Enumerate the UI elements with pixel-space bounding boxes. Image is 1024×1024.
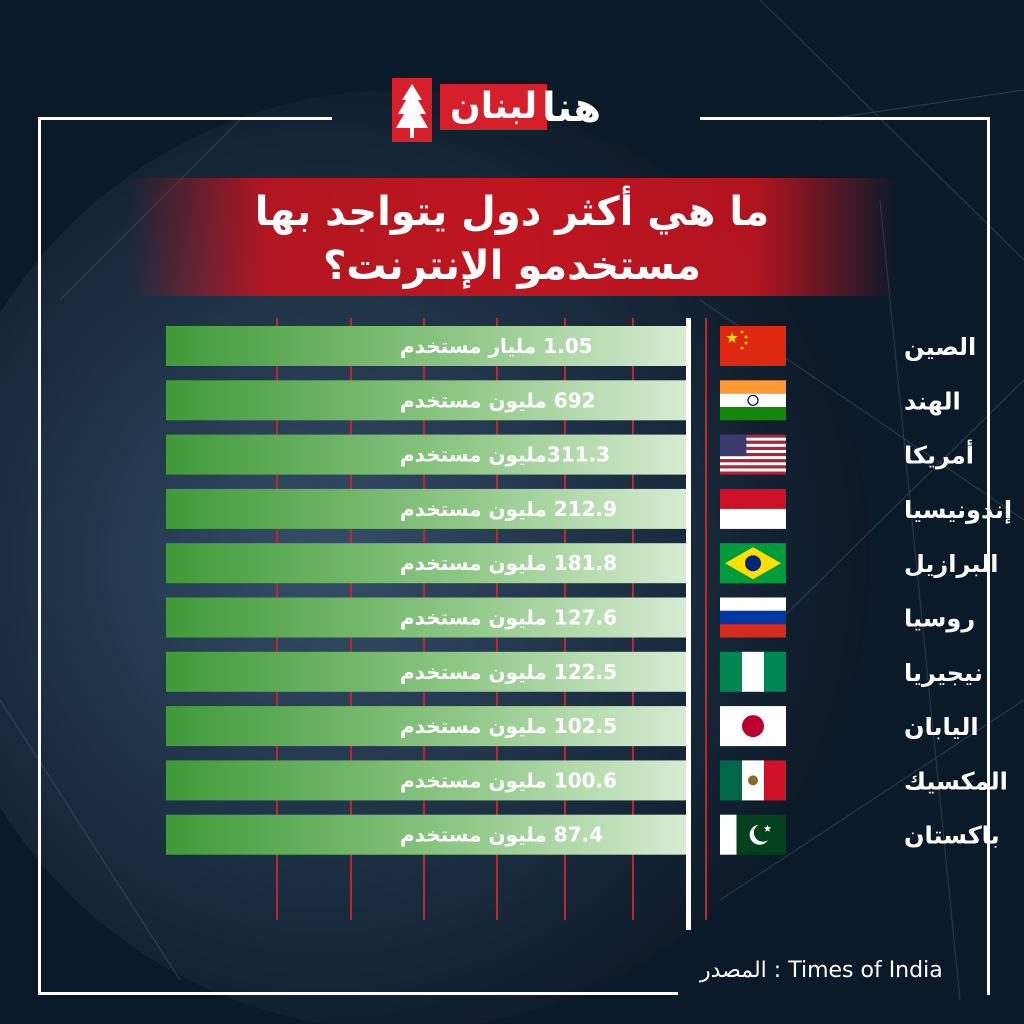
usa-flag-icon (720, 434, 786, 475)
frame-top-left (38, 117, 332, 120)
brand-name-part1: لبنان (440, 84, 548, 130)
country-label-1: الصين (904, 333, 976, 361)
frame-top-right (700, 117, 990, 120)
japan-flag-icon (720, 706, 786, 747)
bar-1 (166, 326, 686, 366)
mexico-flag-icon (720, 760, 786, 801)
bar-value-label-7: 122.5 مليون مستخدم (400, 660, 617, 684)
bar-3 (166, 434, 686, 475)
country-label-4: إندونيسيا (904, 496, 1012, 524)
indonesia-flag-icon (720, 488, 786, 529)
bar-value-label-6: 127.6 مليون مستخدم (400, 606, 617, 630)
country-label-8: اليابان (904, 713, 979, 741)
russia-flag-icon (720, 597, 786, 638)
bar-baseline (686, 318, 691, 930)
bar-8 (166, 706, 686, 747)
bar-value-label-4: 212.9 مليون مستخدم (400, 497, 617, 521)
country-label-7: نيجيريا (904, 659, 983, 687)
frame-bottom (38, 992, 678, 995)
country-label-2: الهند (904, 387, 961, 415)
nigeria-flag-icon (720, 651, 786, 692)
bar-6 (166, 597, 686, 638)
bar-value-label-10: 87.4 مليون مستخدم (400, 823, 603, 847)
source-note: المصدر : Times of India (700, 958, 943, 983)
bar-2 (166, 380, 686, 421)
bar-9 (166, 760, 686, 801)
frame-right (987, 117, 990, 995)
title-line-2: مستخدمو الإنترنت؟ (323, 243, 701, 289)
bar-value-label-9: 100.6 مليون مستخدم (400, 768, 617, 792)
cedar-icon (392, 78, 432, 142)
pakistan-flag-icon (720, 814, 786, 855)
brand-logo: لبنان هنا (392, 78, 642, 142)
bar-value-label-5: 181.8 مليون مستخدم (400, 551, 617, 575)
bar-value-label-3: 311.3مليون مستخدم (400, 443, 610, 467)
bar-value-label-8: 102.5 مليون مستخدم (400, 714, 617, 738)
title-band (128, 178, 896, 296)
bar-7 (166, 651, 686, 692)
brand-name-part2: هنا (542, 85, 602, 131)
bar-value-label-2: 692 مليون مستخدم (400, 388, 596, 412)
india-flag-icon (720, 380, 786, 421)
frame-left (38, 117, 41, 995)
bar-4 (166, 488, 686, 529)
country-label-5: البرازيل (904, 550, 998, 578)
country-label-6: روسيا (904, 605, 975, 633)
bar-10 (166, 814, 686, 855)
bar-5 (166, 543, 686, 584)
country-label-3: أمريكا (904, 440, 974, 470)
china-flag-icon (720, 326, 786, 366)
country-label-9: المكسيك (904, 767, 1008, 795)
title-line-1: ما هي أكثر دول يتواجد بها (254, 189, 770, 235)
country-label-10: باكستان (904, 822, 1000, 850)
bar-value-label-1: 1.05 مليار مستخدم (400, 334, 593, 358)
brazil-flag-icon (720, 543, 786, 584)
